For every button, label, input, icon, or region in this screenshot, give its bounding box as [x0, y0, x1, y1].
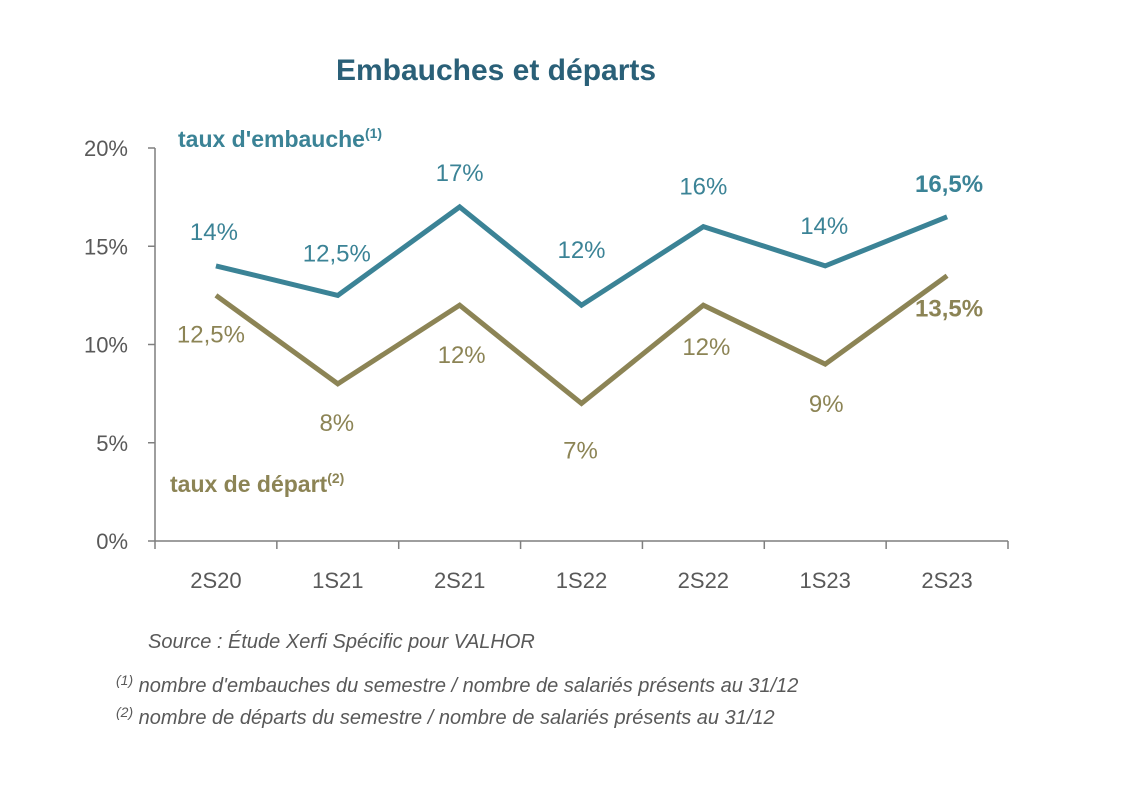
- data-label-depart: 9%: [809, 391, 844, 418]
- y-tick-label: 0%: [96, 529, 128, 554]
- y-tick-label: 10%: [84, 333, 128, 358]
- footnote-1-mark: (1): [116, 672, 133, 688]
- footnote-1-text: nombre d'embauches du semestre / nombre …: [133, 675, 798, 697]
- x-tick-label: 1S22: [556, 568, 607, 593]
- data-label-depart: 7%: [563, 437, 598, 464]
- series-sup-depart: (2): [327, 470, 344, 486]
- footnote-2-text: nombre de départs du semestre / nombre d…: [133, 707, 774, 729]
- x-tick-label: 2S22: [678, 568, 729, 593]
- source-note: Source : Étude Xerfi Spécific pour VALHO…: [148, 630, 535, 653]
- data-label-embauche: 12%: [557, 237, 605, 264]
- data-label-embauche: 14%: [800, 213, 848, 240]
- data-label-depart: 12%: [682, 334, 730, 361]
- series-name-depart: taux de départ: [170, 471, 328, 497]
- series-label-embauche: taux d'embauche(1): [178, 125, 382, 152]
- data-label-depart: 8%: [319, 410, 354, 437]
- x-tick-label: 1S23: [800, 568, 851, 593]
- axes: 0% 5% 10% 15% 20% 2S20 1S21 2S21 1S22 2S22 1S23 2S2…: [84, 136, 1009, 593]
- series-lines: [214, 203, 949, 407]
- x-tick-label: 2S21: [434, 568, 485, 593]
- series-line-depart: [214, 273, 949, 407]
- series-line-embauche: [215, 203, 949, 309]
- data-label-depart: 12,5%: [177, 321, 245, 348]
- x-tick-label: 2S20: [190, 568, 241, 593]
- data-label-depart: 12%: [438, 342, 486, 369]
- data-label-embauche: 14%: [190, 219, 238, 246]
- series-label-depart: taux de départ(2): [170, 470, 344, 497]
- data-label-embauche: 12,5%: [303, 240, 371, 267]
- y-tick-label: 20%: [84, 136, 128, 161]
- data-label-embauche: 16%: [679, 174, 727, 201]
- series-sup-embauche: (1): [365, 125, 382, 141]
- y-tick-label: 5%: [96, 431, 128, 456]
- footnote-2: (2) nombre de départs du semestre / nomb…: [116, 704, 775, 729]
- footnote-2-mark: (2): [116, 704, 133, 720]
- series-name-embauche: taux d'embauche: [178, 126, 365, 152]
- y-tick-label: 15%: [84, 234, 128, 259]
- chart-title: Embauches et départs: [336, 54, 656, 87]
- data-label-embauche: 16,5%: [915, 171, 983, 198]
- footnote-1: (1) nombre d'embauches du semestre / nom…: [116, 672, 798, 697]
- data-label-depart: 13,5%: [915, 296, 983, 323]
- data-labels: 14% 12,5% 17% 12% 16% 14% 16,5% 12,5% 8% 12% 7% 12%…: [177, 160, 983, 465]
- x-tick-label: 1S21: [312, 568, 363, 593]
- data-label-embauche: 17%: [436, 160, 484, 187]
- x-tick-label: 2S23: [921, 568, 972, 593]
